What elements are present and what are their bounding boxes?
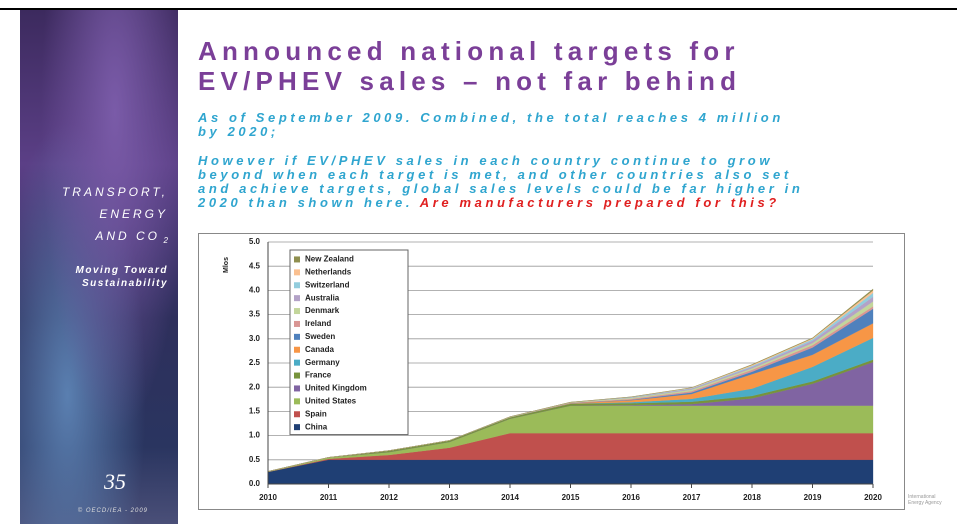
legend-swatch <box>294 308 300 315</box>
title: EV/PHEV sales – not far behind <box>198 66 742 96</box>
side-subscript: 2 <box>163 236 168 245</box>
legend-label: United States <box>305 396 357 405</box>
area <box>267 288 874 472</box>
chart: 0.0 0.5 1.0 1.5 2.0 2.5 3.0 3.5 4.0 4.5 5.0 2010 201… <box>198 233 905 510</box>
legend-label: Canada <box>305 345 334 354</box>
legend-swatch <box>294 424 300 431</box>
legend-swatch <box>294 256 300 263</box>
legend-swatch <box>294 398 300 405</box>
y-tick-label: 1.0 <box>249 431 261 440</box>
y-tick-label: 4.0 <box>249 286 261 295</box>
y-tick-label: 0.0 <box>249 479 261 488</box>
legend-swatch <box>294 269 300 276</box>
tagline: Moving Toward <box>75 265 168 276</box>
x-tick-label: 2015 <box>562 493 580 502</box>
area <box>267 459 874 485</box>
side-panel: TRANSPORT, ENERGY AND CO 2 Moving Toward… <box>20 10 178 524</box>
legend-swatch <box>294 333 300 340</box>
x-tick-label: 2012 <box>380 493 398 502</box>
legend-swatch <box>294 385 300 392</box>
agency-logo: International Energy Agency <box>908 494 942 506</box>
legend-swatch <box>294 359 300 366</box>
x-tick-label: 2013 <box>441 493 459 502</box>
agency-name: International <box>908 494 936 500</box>
legend-box <box>289 249 409 436</box>
y-axis-label: Mlos <box>223 257 230 273</box>
x-tick-label: 2017 <box>683 493 701 502</box>
legend-swatch <box>294 295 300 302</box>
legend-label: Switzerland <box>305 280 350 289</box>
legend-label: Sweden <box>305 332 335 341</box>
x-tick-label: 2011 <box>320 493 338 502</box>
legend-swatch <box>294 320 300 327</box>
y-tick-label: 4.5 <box>249 261 261 270</box>
legend-swatch <box>294 282 300 289</box>
y-tick-label: 5.0 <box>249 237 261 246</box>
side-title: AND CO <box>95 229 160 243</box>
title: Announced national targets for <box>198 36 740 66</box>
subtitle: by 2020; <box>198 124 279 139</box>
legend-swatch <box>294 411 300 418</box>
note: 2020 than shown here. <box>198 195 414 210</box>
y-tick-label: 3.5 <box>249 310 261 319</box>
legend-label: Spain <box>305 409 327 418</box>
x-tick-label: 2014 <box>501 493 519 502</box>
legend-label: Ireland <box>305 319 331 328</box>
logo: 35 <box>103 469 126 494</box>
agency-name: Energy Agency <box>908 500 942 506</box>
x-tick-label: 2020 <box>864 493 882 502</box>
top-rule <box>0 8 957 10</box>
note-line: 2020 than shown here. Are manufacturers … <box>198 195 780 210</box>
legend-label: Australia <box>305 293 340 302</box>
subtitle: As of September 2009. Combined, the tota… <box>198 110 784 125</box>
legend-label: France <box>305 371 332 380</box>
legend-label: New Zealand <box>305 255 354 264</box>
note: and achieve targets, global sales levels… <box>198 181 804 196</box>
legend-label: Germany <box>305 358 340 367</box>
y-tick-label: 0.5 <box>249 455 261 464</box>
legend-label: United Kingdom <box>305 384 367 393</box>
svg-text:35: 35 <box>103 469 126 494</box>
copyright: © OECD/IEA - 2009 <box>77 508 148 514</box>
side-title: ENERGY <box>99 207 168 221</box>
note: However if EV/PHEV sales in each country… <box>198 153 774 168</box>
note-highlight: Are manufacturers prepared for this? <box>419 195 780 210</box>
y-tick-label: 3.0 <box>249 334 261 343</box>
legend-label: Netherlands <box>305 267 352 276</box>
legend-swatch <box>294 346 300 353</box>
legend-swatch <box>294 372 300 379</box>
legend-label: Denmark <box>305 306 340 315</box>
x-tick-label: 2010 <box>259 493 277 502</box>
y-tick-label: 1.5 <box>249 407 261 416</box>
y-tick-label: 2.0 <box>249 382 261 391</box>
tagline: Sustainability <box>81 278 168 289</box>
side-title: TRANSPORT, <box>61 185 168 199</box>
note: beyond when each target is met, and othe… <box>198 167 792 182</box>
x-tick-label: 2018 <box>743 493 761 502</box>
x-tick-label: 2019 <box>804 493 822 502</box>
y-tick-label: 2.5 <box>249 358 261 367</box>
x-tick-label: 2016 <box>622 493 640 502</box>
legend-label: China <box>305 422 328 431</box>
